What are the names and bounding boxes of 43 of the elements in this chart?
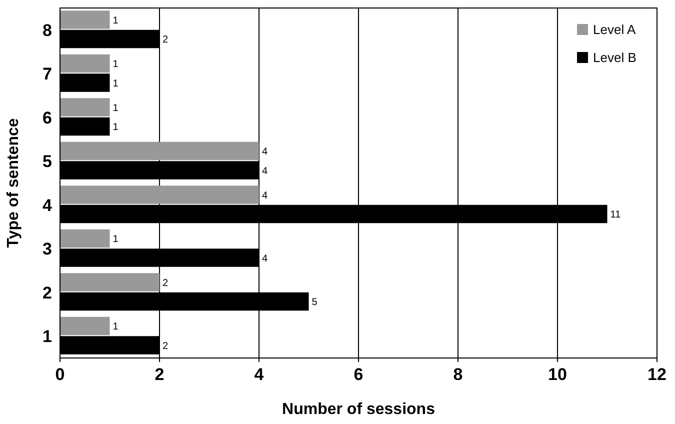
y-tick-label: 4	[42, 196, 53, 215]
data-label: 2	[162, 278, 168, 289]
data-label: 4	[262, 146, 268, 158]
x-tick-label: 10	[548, 365, 567, 384]
x-tick-label: 4	[254, 365, 264, 384]
data-label: 1	[112, 102, 119, 114]
bar	[60, 273, 160, 292]
data-label: 1	[112, 234, 119, 245]
data-label: 2	[162, 34, 168, 46]
legend-label: Level A	[593, 22, 636, 37]
y-tick-label: 5	[42, 152, 52, 172]
x-axis-title: Number of sessions	[282, 401, 436, 418]
x-tick-label: 0	[55, 365, 65, 384]
data-label: 11	[610, 210, 622, 220]
data-label: 1	[112, 59, 119, 70]
data-label: 4	[262, 166, 268, 177]
bar	[60, 54, 110, 73]
data-label: 4	[262, 253, 268, 264]
bar	[60, 186, 259, 204]
y-tick-label: 8	[42, 20, 52, 40]
data-label: 5	[312, 297, 318, 308]
x-tick-label: 12	[648, 365, 666, 384]
x-tick-label: 8	[453, 365, 463, 384]
y-tick-label: 1	[42, 327, 52, 346]
data-label: 1	[112, 122, 119, 133]
data-label: 4	[262, 190, 268, 202]
bar	[60, 229, 110, 248]
y-tick-label: 3	[42, 240, 52, 259]
x-tick-label: 2	[154, 365, 164, 384]
data-label: 1	[112, 15, 119, 26]
data-label: 2	[162, 340, 168, 352]
bar	[60, 10, 110, 29]
y-tick-label: 2	[42, 283, 52, 302]
legend-label: Level B	[593, 50, 636, 65]
bar	[60, 316, 110, 336]
y-axis-title: Type of sentence	[5, 118, 22, 248]
data-label: 1	[112, 78, 119, 90]
bar	[60, 98, 110, 116]
x-tick-label: 6	[354, 365, 364, 384]
bar	[60, 142, 259, 160]
y-tick-label: 7	[42, 64, 52, 84]
data-label: 1	[112, 322, 119, 332]
y-tick-label: 6	[42, 108, 52, 128]
